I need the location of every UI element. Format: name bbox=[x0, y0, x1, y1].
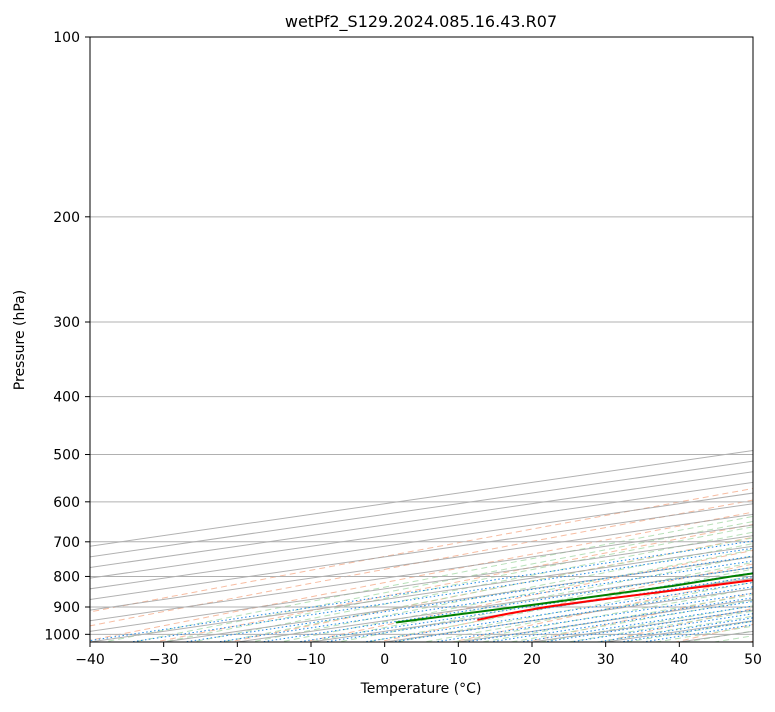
y-tick-label: 800 bbox=[53, 569, 80, 585]
x-tick-label: −20 bbox=[223, 652, 253, 668]
moist-adiabat-line bbox=[425, 24, 775, 647]
isotherm-line bbox=[90, 37, 775, 642]
y-tick-label: 200 bbox=[53, 210, 80, 226]
isotherm-line bbox=[0, 37, 775, 642]
isotherm-line bbox=[237, 37, 775, 642]
moist-adiabat-line bbox=[369, 24, 775, 647]
mixing-ratio-line bbox=[47, 455, 775, 648]
y-tick-label: 1000 bbox=[44, 627, 80, 643]
isotherm-line bbox=[606, 37, 775, 642]
y-tick-label: 500 bbox=[53, 448, 80, 464]
x-axis-title: Temperature (°C) bbox=[360, 681, 482, 697]
axes: −40 −30 −20 −10 0 10 20 30 40 50 100 200 300 400 500 60… bbox=[44, 30, 762, 668]
isotherm-line bbox=[0, 37, 775, 642]
y-tick-label: 300 bbox=[53, 315, 80, 331]
x-tick-label: 10 bbox=[449, 652, 467, 668]
isotherm-line bbox=[0, 37, 775, 642]
chart-title: wetPf2_S129.2024.085.16.43.R07 bbox=[285, 12, 557, 32]
dewpoint-trace bbox=[397, 37, 775, 622]
dry-adiabat-line bbox=[355, 24, 775, 647]
x-tick-label: −40 bbox=[75, 652, 105, 668]
y-tick-label: 400 bbox=[53, 390, 80, 406]
y-axis-title: Pressure (hPa) bbox=[12, 290, 28, 390]
isotherm-line bbox=[0, 37, 775, 642]
dry-adiabat-line bbox=[205, 24, 775, 647]
moist-adiabat-line bbox=[138, 24, 775, 647]
x-tick-label: −10 bbox=[296, 652, 326, 668]
dry-adiabat-line bbox=[579, 24, 775, 647]
dry-adiabat-line bbox=[131, 24, 775, 647]
isotherm-line bbox=[753, 37, 775, 642]
moist-adiabat-line bbox=[197, 24, 775, 647]
y-tick-label: 100 bbox=[53, 30, 80, 46]
isotherm-line bbox=[0, 37, 775, 642]
dry-adiabat-line bbox=[56, 24, 775, 647]
moist-adiabat-line bbox=[684, 24, 775, 647]
isotherm-line bbox=[679, 37, 775, 642]
y-tick-label: 900 bbox=[53, 600, 80, 616]
isotherm-line bbox=[0, 37, 775, 642]
moist-adiabat-line bbox=[109, 24, 775, 647]
x-tick-label: 0 bbox=[380, 652, 389, 668]
dry-adiabat-line bbox=[504, 24, 775, 647]
x-tick-label: −30 bbox=[149, 652, 179, 668]
x-tick-label: 20 bbox=[523, 652, 541, 668]
y-tick-label: 700 bbox=[53, 535, 80, 551]
isotherm-line bbox=[0, 37, 775, 642]
moist-adiabat-line bbox=[539, 24, 775, 647]
isotherm-line bbox=[0, 37, 775, 642]
moist-adiabat-line bbox=[226, 24, 775, 647]
y-tick-label: 600 bbox=[53, 495, 80, 511]
background-lines bbox=[0, 24, 775, 647]
moist-adiabat-line bbox=[397, 24, 775, 647]
x-tick-label: 50 bbox=[744, 652, 762, 668]
moist-adiabat-line bbox=[597, 24, 775, 647]
isotherm-line bbox=[311, 37, 775, 642]
sounding-traces bbox=[397, 37, 775, 622]
x-tick-label: 30 bbox=[597, 652, 615, 668]
x-tick-label: 40 bbox=[670, 652, 688, 668]
mixing-ratio-line bbox=[292, 455, 775, 648]
isotherm-line bbox=[164, 37, 775, 642]
